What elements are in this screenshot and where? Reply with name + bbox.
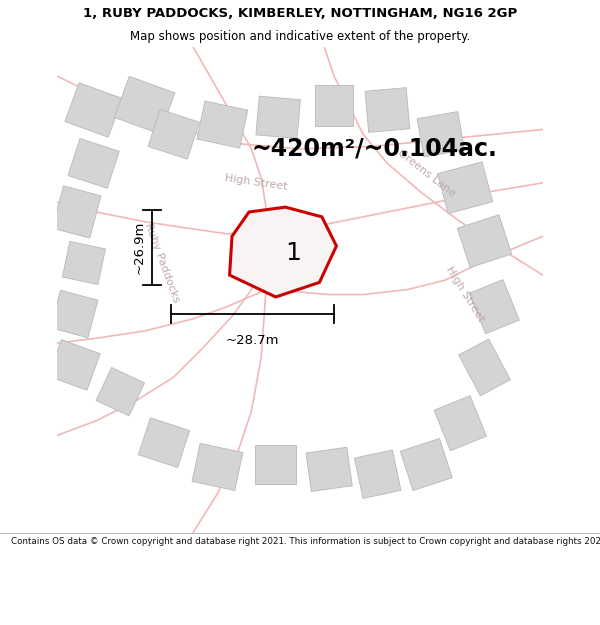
- Text: Contains OS data © Crown copyright and database right 2021. This information is : Contains OS data © Crown copyright and d…: [11, 537, 600, 546]
- Polygon shape: [50, 290, 98, 338]
- Polygon shape: [148, 109, 199, 159]
- Polygon shape: [48, 339, 100, 390]
- Polygon shape: [250, 224, 316, 288]
- Polygon shape: [115, 76, 175, 134]
- Polygon shape: [52, 186, 101, 238]
- Polygon shape: [256, 96, 301, 139]
- Polygon shape: [400, 439, 452, 491]
- Text: Map shows position and indicative extent of the property.: Map shows position and indicative extent…: [130, 30, 470, 43]
- Polygon shape: [96, 368, 145, 416]
- Polygon shape: [459, 339, 511, 396]
- Text: High Street: High Street: [444, 265, 486, 324]
- Polygon shape: [68, 139, 119, 188]
- Polygon shape: [355, 450, 401, 499]
- Polygon shape: [437, 162, 493, 214]
- Text: High Street: High Street: [224, 174, 289, 192]
- Polygon shape: [314, 84, 353, 126]
- Polygon shape: [255, 445, 296, 484]
- Polygon shape: [417, 112, 464, 157]
- Polygon shape: [192, 443, 243, 491]
- Polygon shape: [365, 88, 410, 132]
- Polygon shape: [230, 207, 337, 297]
- Polygon shape: [434, 396, 487, 451]
- Text: ~420m²/~0.104ac.: ~420m²/~0.104ac.: [251, 137, 497, 161]
- Text: ~26.9m: ~26.9m: [133, 221, 146, 274]
- Polygon shape: [306, 448, 352, 491]
- Text: ~28.7m: ~28.7m: [226, 334, 280, 348]
- Polygon shape: [139, 418, 190, 468]
- Polygon shape: [65, 82, 122, 138]
- Text: 1: 1: [285, 241, 301, 265]
- Text: Ruby Paddocks: Ruby Paddocks: [143, 222, 181, 304]
- Polygon shape: [469, 279, 520, 334]
- Text: 1, RUBY PADDOCKS, KIMBERLEY, NOTTINGHAM, NG16 2GP: 1, RUBY PADDOCKS, KIMBERLEY, NOTTINGHAM,…: [83, 7, 517, 19]
- Polygon shape: [62, 241, 106, 284]
- Text: Greens Lane: Greens Lane: [395, 148, 457, 199]
- Polygon shape: [457, 215, 512, 268]
- Polygon shape: [197, 101, 248, 148]
